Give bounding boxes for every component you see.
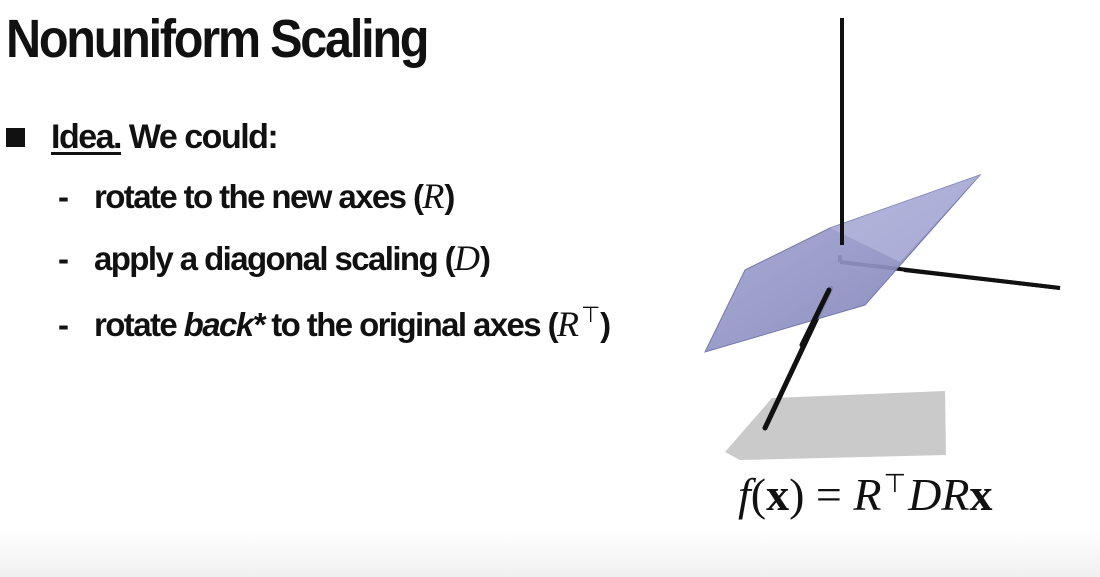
dash-icon: - <box>58 240 69 277</box>
sub-item-text-before: rotate <box>94 306 184 343</box>
scaling-figure <box>704 18 1061 460</box>
close-paren: ) <box>480 240 491 277</box>
emph-back: back* <box>183 306 266 343</box>
axis-y-front <box>903 268 1061 290</box>
sub-item-rotate: - rotate to the new axes (R) <box>58 175 455 217</box>
math-r-transpose: R⊤ <box>556 303 601 344</box>
dash-icon: - <box>58 306 69 343</box>
sub-item-rotate-back: - rotate back* to the original axes (R⊤) <box>58 303 611 345</box>
slide-title: Nonuniform Scaling <box>6 9 429 69</box>
math-d: D <box>454 238 480 278</box>
bullet-text: We could: <box>120 118 279 156</box>
main-bullet: Idea. We could: <box>6 118 279 157</box>
math-r: R <box>422 176 445 216</box>
sub-item-text-after: to the original axes ( <box>263 306 558 343</box>
sub-item-scale: - apply a diagonal scaling (D) <box>58 237 491 279</box>
dash-icon: - <box>58 178 69 215</box>
idea-label: Idea. <box>51 118 122 156</box>
formula: f(x) = R⊤DRx <box>738 469 993 520</box>
sub-item-text: rotate to the new axes ( <box>94 178 424 215</box>
bullet-square-icon <box>6 128 25 147</box>
close-paren: ) <box>600 306 611 343</box>
sub-item-text: apply a diagonal scaling ( <box>94 240 456 277</box>
shadow-shape <box>725 391 946 460</box>
bottom-fade <box>0 529 1100 577</box>
close-paren: ) <box>444 178 455 215</box>
plane-highlight <box>830 175 980 262</box>
axis-x-front <box>799 287 832 348</box>
